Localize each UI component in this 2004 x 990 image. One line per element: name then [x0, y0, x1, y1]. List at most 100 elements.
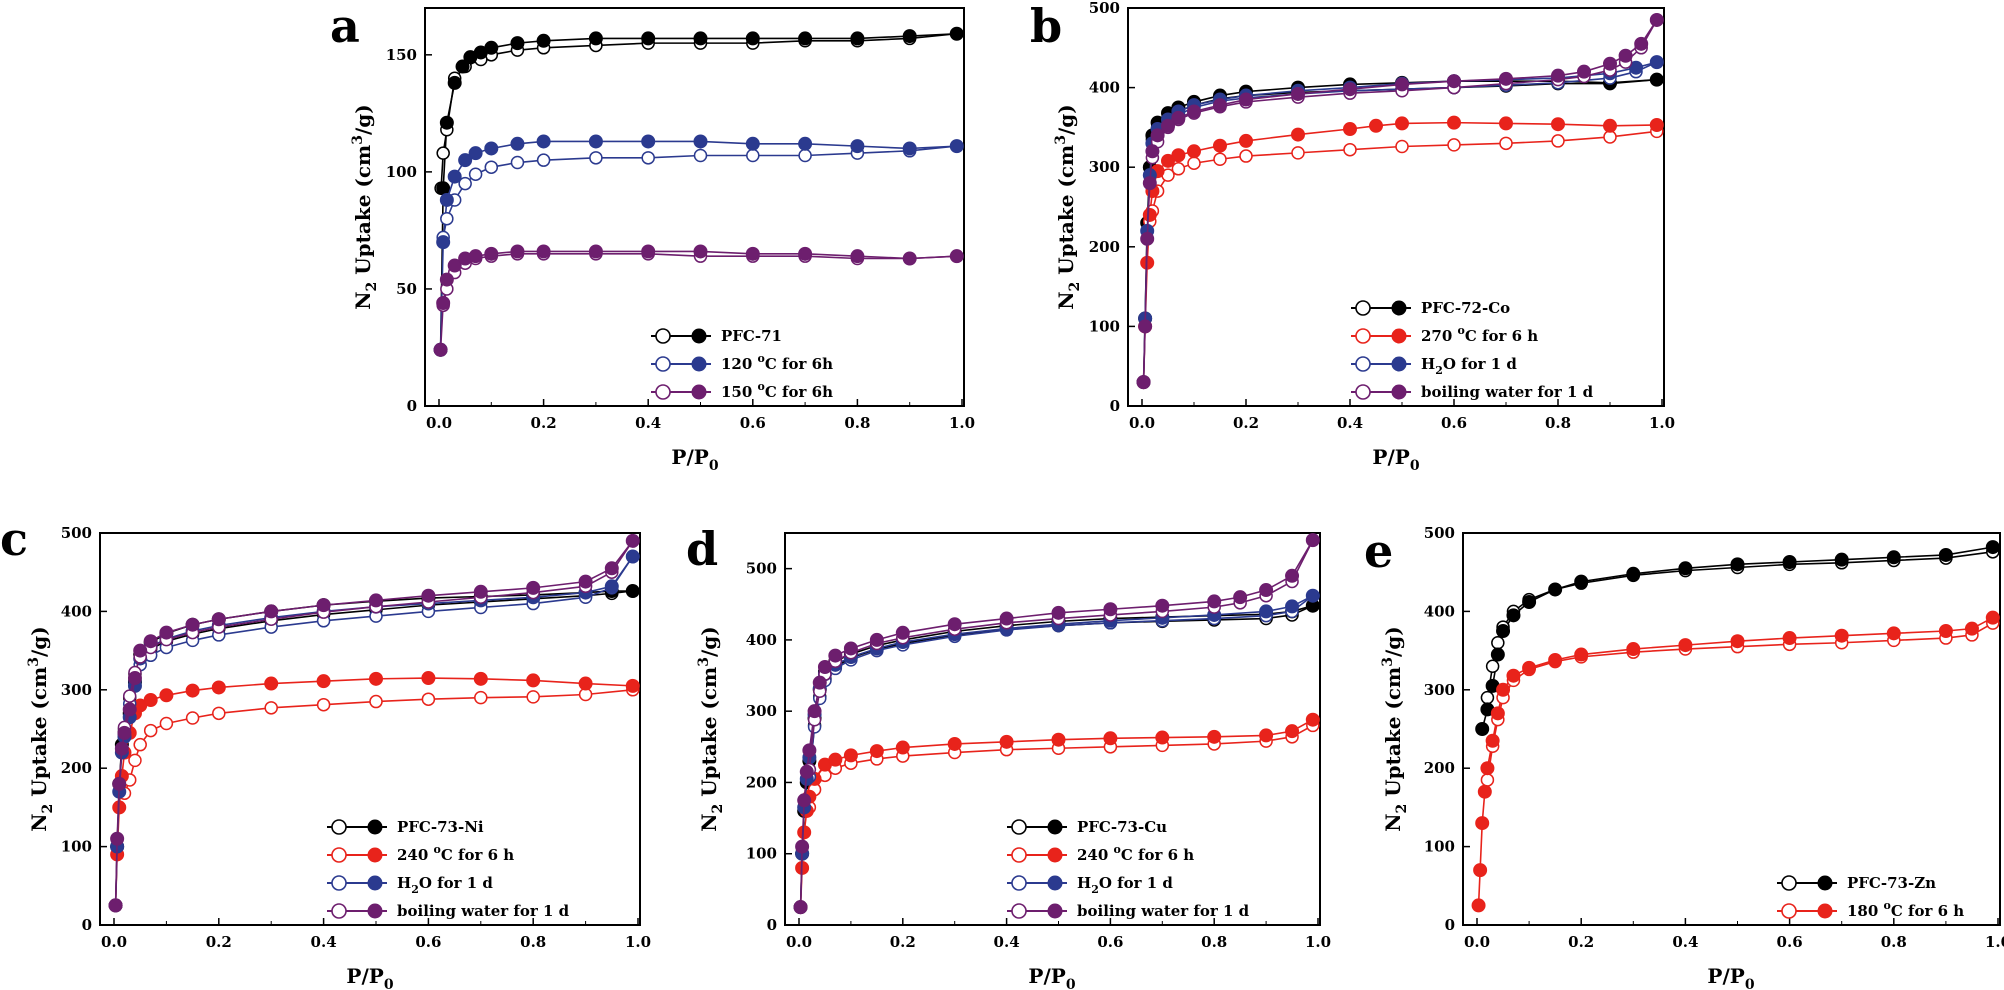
x-tick-label: 0.0 [1464, 933, 1490, 951]
legend-label: boiling water for 1 d [1421, 383, 1594, 401]
x-tick-label: 0.8 [1201, 933, 1227, 951]
adsorption-point [1259, 728, 1274, 743]
adsorption-point [1447, 74, 1461, 89]
adsorption-point [1138, 319, 1153, 334]
adsorption-point [1171, 110, 1186, 125]
adsorption-point [108, 898, 123, 913]
adsorption-point [828, 752, 843, 767]
desorption-point [1485, 659, 1500, 674]
desorption-point [1491, 636, 1505, 650]
legend-item: H2O for 1 d [327, 874, 493, 896]
legend-item: PFC-73-Cu [1007, 818, 1167, 836]
adsorption-point [1834, 628, 1849, 643]
desorption-point [1551, 134, 1565, 148]
desorption-point [440, 211, 454, 226]
adsorption-point [436, 235, 451, 250]
chart-panel-b: b 0.0 0.2 0.4 0.6 0.8 1.0 0 100 200 300 400 500 P/P0 N… [1030, 0, 1675, 474]
adsorption-point [316, 598, 331, 613]
adsorption-point [1369, 118, 1383, 133]
adsorption-point [641, 244, 656, 259]
adsorption-point [436, 181, 451, 196]
y-tick-label: 150 [386, 46, 417, 64]
adsorption-point [1051, 605, 1066, 620]
adsorption-point [1618, 48, 1633, 63]
adsorption-point [1649, 12, 1664, 27]
desorption-point [159, 716, 174, 731]
desorption-point [484, 160, 499, 174]
adsorption-point [433, 342, 448, 357]
adsorption-line [1142, 19, 1658, 383]
legend-item: 240 oC for 6 h [327, 843, 514, 864]
y-tick-label: 200 [61, 759, 92, 777]
adsorption-point [1626, 566, 1641, 581]
desorption-point [122, 689, 137, 703]
adsorption-point [1103, 602, 1118, 617]
panel-letter: b [1030, 0, 1062, 53]
plot-frame [424, 7, 965, 407]
adsorption-point [159, 688, 174, 703]
desorption-point [1480, 690, 1495, 705]
adsorption-point [902, 251, 917, 266]
adsorption-point [1480, 761, 1495, 776]
y-axis-label: N2 Uptake (cm3/g) [696, 626, 726, 831]
legend-open-marker [1781, 903, 1797, 919]
panel-letter: a [330, 0, 360, 53]
adsorption-point [1506, 668, 1521, 683]
adsorption-point [1395, 77, 1409, 92]
adsorption-point [510, 244, 525, 259]
adsorption-point [1155, 598, 1170, 613]
adsorption-point [510, 136, 525, 151]
legend-filled-marker [1047, 819, 1063, 835]
legend-open-marker [1355, 300, 1371, 316]
adsorption-point [369, 593, 383, 608]
legend-open-marker [655, 328, 671, 344]
x-tick-label: 0.4 [1672, 933, 1698, 951]
adsorption-point [1207, 729, 1222, 744]
legend-label: PFC-73-Ni [397, 818, 484, 836]
y-tick-label: 0 [82, 916, 92, 934]
adsorption-point [1985, 540, 2000, 555]
legend-filled-marker [367, 875, 383, 891]
x-tick-label: 1.0 [625, 933, 651, 951]
adsorption-point [1938, 547, 1953, 562]
adsorption-point [1259, 604, 1274, 619]
legend-filled-marker [1817, 903, 1833, 919]
y-tick-label: 300 [1089, 158, 1120, 176]
desorption-point [1171, 162, 1186, 176]
adsorption-point [588, 244, 603, 259]
adsorption-line [439, 32, 957, 350]
legend-filled-marker [367, 847, 383, 863]
legend-open-marker [1011, 903, 1027, 919]
legend-open-marker [655, 384, 671, 400]
adsorption-point [604, 579, 619, 594]
legend-filled-marker [691, 328, 707, 344]
x-tick-label: 1.0 [1305, 933, 1331, 951]
legend-open-marker [1355, 356, 1371, 372]
legend-open-marker [331, 875, 347, 891]
desorption-point [185, 711, 200, 725]
x-tick-label: 0.0 [1129, 414, 1155, 432]
x-tick-label: 0.8 [520, 933, 546, 951]
legend-filled-marker [1391, 328, 1407, 344]
y-tick-label: 300 [1424, 681, 1455, 699]
adsorption-point [439, 192, 454, 207]
adsorption-point [536, 244, 551, 259]
adsorption-point [1964, 621, 1979, 636]
series-0 [433, 26, 964, 357]
adsorption-point [510, 36, 525, 51]
desorption-point [458, 176, 472, 191]
chart-panel-e: e 0.0 0.2 0.4 0.6 0.8 1.0 0 100 200 300 400 500 P/P0 N… [1364, 524, 2004, 990]
adsorption-point [797, 793, 812, 808]
adsorption-point [114, 741, 129, 756]
adsorption-point [1490, 647, 1505, 662]
adsorption-point [1171, 148, 1186, 163]
adsorption-point [1305, 712, 1320, 727]
adsorption-point [625, 533, 640, 548]
desorption-line [123, 556, 634, 736]
x-tick-label: 1.0 [949, 414, 975, 432]
adsorption-line [799, 539, 1314, 908]
legend-filled-marker [1817, 875, 1833, 891]
x-axis-label: P/P0 [671, 445, 718, 474]
adsorption-point [447, 258, 462, 273]
adsorption-point [122, 702, 137, 717]
